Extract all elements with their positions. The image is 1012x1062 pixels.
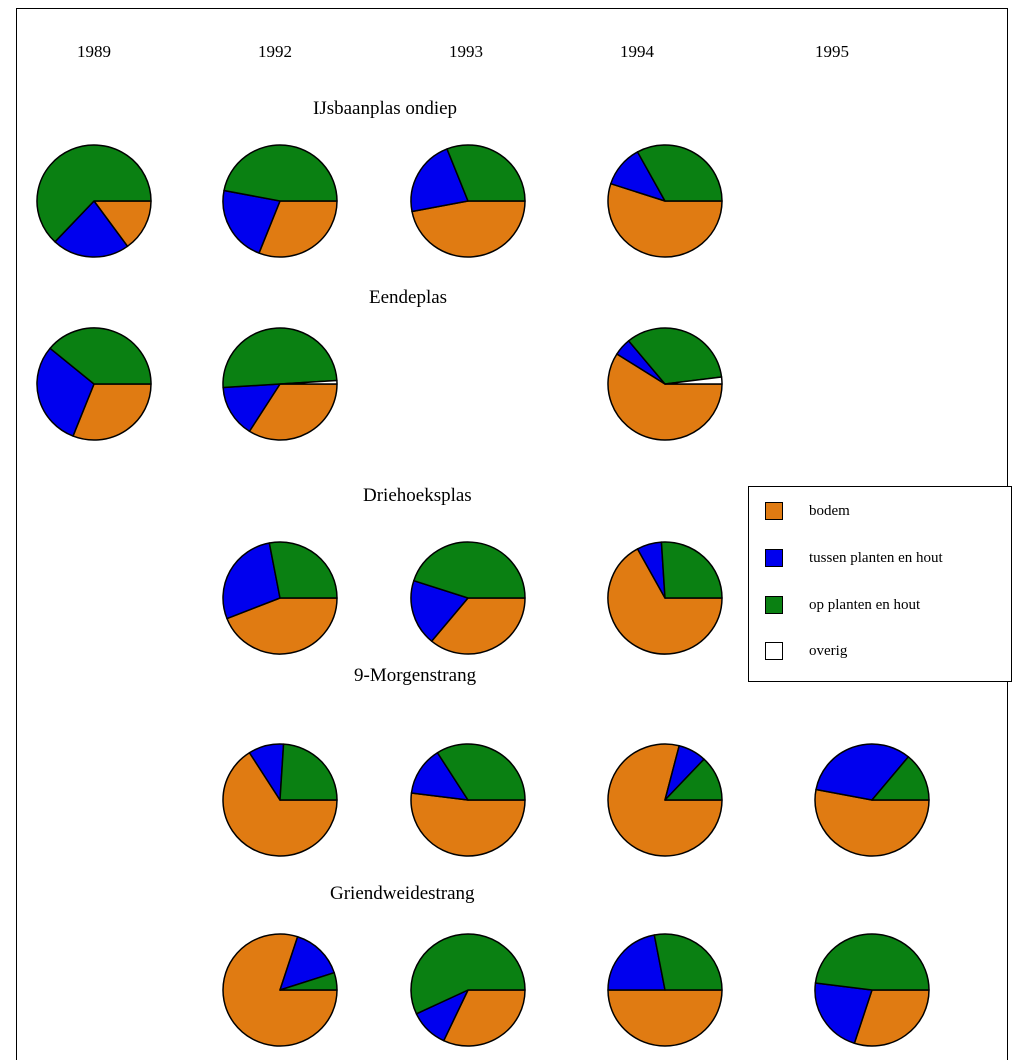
pie-slice-griendweidestrang-1994-tussen-planten-en-hout — [607, 934, 666, 991]
legend-item-overig: overig — [765, 642, 847, 660]
legend: bodem tussen planten en hout op planten … — [748, 486, 1012, 682]
pie-slice-driehoeksplas-1994-op-planten-en-hout — [660, 541, 723, 599]
pie-slice-griendweidestrang-1994-op-planten-en-hout — [653, 933, 723, 991]
pie-slice-eendeplas-1992-op-planten-en-hout — [222, 327, 338, 389]
legend-swatch-op — [765, 596, 783, 614]
pie-slice-9-morgenstrang-1992-op-planten-en-hout — [279, 743, 338, 801]
pie-slice-eendeplas-1989-bodem — [72, 383, 152, 441]
legend-label-overig: overig — [809, 642, 848, 659]
group-title-ijsbaanplas-ondiep: IJsbaanplas ondiep — [313, 98, 458, 119]
year-label-1993: 1993 — [449, 42, 483, 61]
group-title-griendweidestrang: Griendweidestrang — [330, 883, 475, 904]
legend-swatch-overig — [765, 642, 783, 660]
year-label-1992: 1992 — [258, 42, 292, 61]
legend-item-tussen: tussen planten en hout — [765, 549, 943, 567]
group-title-9-morgenstrang: 9-Morgenstrang — [354, 665, 477, 686]
group-title-eendeplas: Eendeplas — [369, 287, 448, 308]
pie-slice-eendeplas-1992-overig — [279, 379, 338, 385]
legend-label-op: op planten en hout — [809, 596, 921, 613]
year-label-1994: 1994 — [620, 42, 654, 61]
pie-slice-eendeplas-1989-op-planten-en-hout — [49, 327, 152, 385]
pie-slice-ijsbaanplas-ondiep-1992-tussen-planten-en-hout — [222, 189, 281, 254]
pie-slice-driehoeksplas-1992-bodem — [226, 597, 338, 655]
pie-slice-ijsbaanplas-ondiep-1989-op-planten-en-hout — [36, 144, 152, 243]
pie-slice-ijsbaanplas-ondiep-1992-op-planten-en-hout — [223, 144, 338, 202]
pie-slice-griendweidestrang-1995-tussen-planten-en-hout — [814, 982, 873, 1045]
pie-slice-ijsbaanplas-ondiep-1993-tussen-planten-en-hout — [410, 148, 469, 213]
legend-label-tussen: tussen planten en hout — [809, 549, 943, 566]
pie-slice-9-morgenstrang-1994-op-planten-en-hout — [664, 758, 723, 801]
pie-slice-driehoeksplas-1993-op-planten-en-hout — [413, 541, 526, 599]
pie-slice-driehoeksplas-1992-tussen-planten-en-hout — [222, 542, 281, 620]
year-label-1995: 1995 — [815, 42, 849, 61]
pie-slice-driehoeksplas-1992-op-planten-en-hout — [268, 541, 338, 599]
pie-slice-eendeplas-1994-op-planten-en-hout — [627, 327, 723, 385]
pie-slice-driehoeksplas-1994-bodem — [607, 548, 723, 655]
pie-slice-griendweidestrang-1993-op-planten-en-hout — [410, 933, 526, 1015]
pie-slice-griendweidestrang-1995-bodem — [853, 989, 930, 1047]
pie-slice-9-morgenstrang-1993-op-planten-en-hout — [436, 743, 526, 801]
pie-slice-griendweidestrang-1994-bodem — [607, 989, 723, 1047]
group-title-driehoeksplas: Driehoeksplas — [363, 485, 472, 506]
pie-slice-ijsbaanplas-ondiep-1994-op-planten-en-hout — [636, 144, 723, 202]
pie-slice-ijsbaanplas-ondiep-1993-op-planten-en-hout — [446, 144, 526, 202]
pie-slice-9-morgenstrang-1995-tussen-planten-en-hout — [815, 743, 910, 801]
pie-slice-ijsbaanplas-ondiep-1989-bodem — [93, 200, 152, 248]
legend-swatch-tussen — [765, 549, 783, 567]
pie-slice-griendweidestrang-1993-bodem — [442, 989, 526, 1047]
pie-slice-9-morgenstrang-1993-bodem — [410, 792, 526, 857]
pie-slice-9-morgenstrang-1995-bodem — [814, 788, 930, 857]
pie-slice-eendeplas-1989-tussen-planten-en-hout — [36, 347, 95, 437]
pie-slice-eendeplas-1994-overig — [664, 376, 723, 385]
pie-slice-ijsbaanplas-ondiep-1989-tussen-planten-en-hout — [54, 200, 129, 258]
pie-slice-ijsbaanplas-ondiep-1992-bodem — [258, 200, 338, 258]
pie-slice-griendweidestrang-1995-op-planten-en-hout — [814, 933, 930, 991]
pie-slice-9-morgenstrang-1995-op-planten-en-hout — [871, 756, 930, 801]
pie-slice-griendweidestrang-1992-bodem — [222, 933, 338, 1047]
pie-slice-driehoeksplas-1993-tussen-planten-en-hout — [410, 579, 469, 642]
pie-slice-griendweidestrang-1992-op-planten-en-hout — [279, 971, 338, 991]
pie-slice-9-morgenstrang-1992-bodem — [222, 751, 338, 857]
pie-slice-ijsbaanplas-ondiep-1993-bodem — [411, 200, 526, 258]
pie-slice-eendeplas-1994-bodem — [607, 353, 723, 441]
pie-slice-driehoeksplas-1993-bodem — [430, 597, 526, 655]
legend-item-bodem: bodem — [765, 502, 850, 520]
pie-slice-eendeplas-1992-tussen-planten-en-hout — [222, 383, 281, 433]
legend-swatch-bodem — [765, 502, 783, 520]
pie-slice-ijsbaanplas-ondiep-1994-bodem — [607, 182, 723, 258]
year-label-1989: 1989 — [77, 42, 111, 61]
legend-label-bodem: bodem — [809, 502, 850, 519]
legend-item-op: op planten en hout — [765, 596, 920, 614]
